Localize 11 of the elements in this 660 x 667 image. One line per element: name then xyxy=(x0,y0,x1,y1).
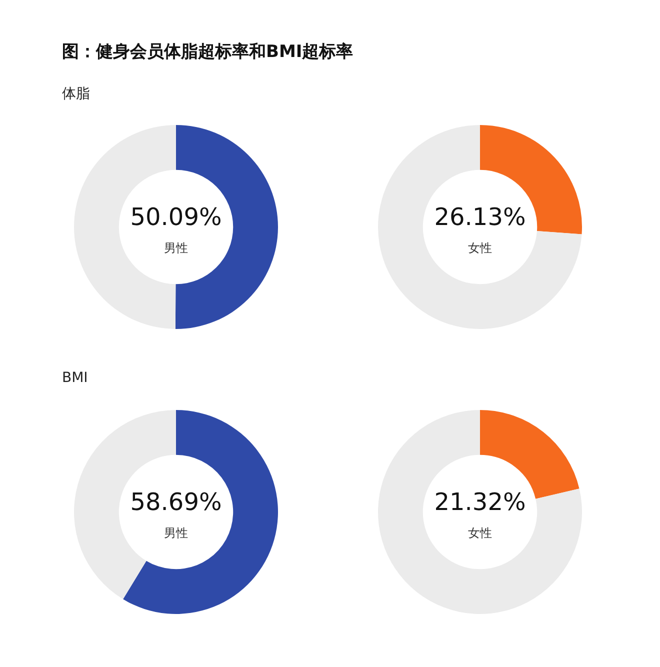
slice-label: 女性 xyxy=(468,241,492,256)
slice-label: 男性 xyxy=(164,241,188,256)
chart-title: 图：健身会员体脂超标率和BMI超标率 xyxy=(62,41,354,63)
data-label: 58.69% xyxy=(130,488,222,516)
data-label: 21.32% xyxy=(434,488,526,516)
data-label: 26.13% xyxy=(434,203,526,232)
slice-label: 男性 xyxy=(164,526,188,540)
chart-subtitle: 体脂 xyxy=(62,85,90,103)
data-label: 50.09% xyxy=(130,203,222,232)
chart-subtitle: BMI xyxy=(62,370,88,386)
slice-label: 女性 xyxy=(468,526,492,540)
